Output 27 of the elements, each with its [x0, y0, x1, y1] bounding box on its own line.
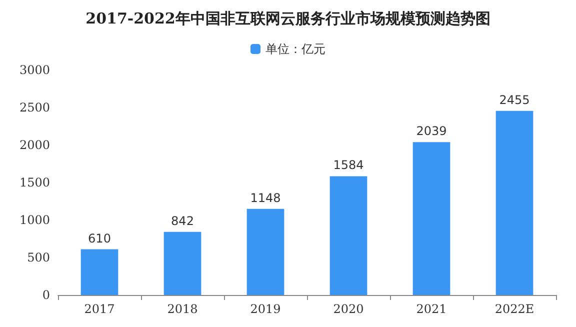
x-tick-label: 2019 — [250, 302, 281, 316]
y-tick-label: 2000 — [19, 138, 50, 152]
y-tick-label: 3000 — [19, 63, 50, 77]
x-tick-label: 2022E — [494, 302, 534, 316]
x-tick-label: 2017 — [84, 302, 115, 316]
bar — [164, 232, 202, 295]
data-label: 842 — [171, 214, 194, 228]
x-tick-label: 2018 — [167, 302, 198, 316]
legend-label: 单位：亿元 — [266, 42, 326, 56]
bar — [496, 110, 534, 295]
data-label: 2455 — [499, 92, 530, 107]
y-tick-label: 0 — [42, 288, 50, 302]
y-tick-label: 500 — [27, 250, 50, 264]
y-tick-label: 1500 — [19, 176, 50, 190]
y-tick-label: 1000 — [19, 213, 50, 227]
data-label: 2039 — [416, 124, 447, 138]
chart-title: 2017-2022年中国非互联网云服务行业市场规模预测趋势图 — [86, 10, 490, 28]
data-label: 1584 — [333, 158, 364, 172]
bar — [246, 208, 284, 295]
x-tick-label: 2020 — [333, 302, 364, 316]
bar — [330, 176, 368, 295]
data-label: 1148 — [250, 190, 281, 205]
data-label: 610 — [88, 231, 111, 246]
bar — [412, 142, 450, 295]
x-tick-label: 2021 — [416, 302, 447, 316]
y-tick-label: 2500 — [19, 100, 50, 114]
bar — [80, 249, 118, 295]
